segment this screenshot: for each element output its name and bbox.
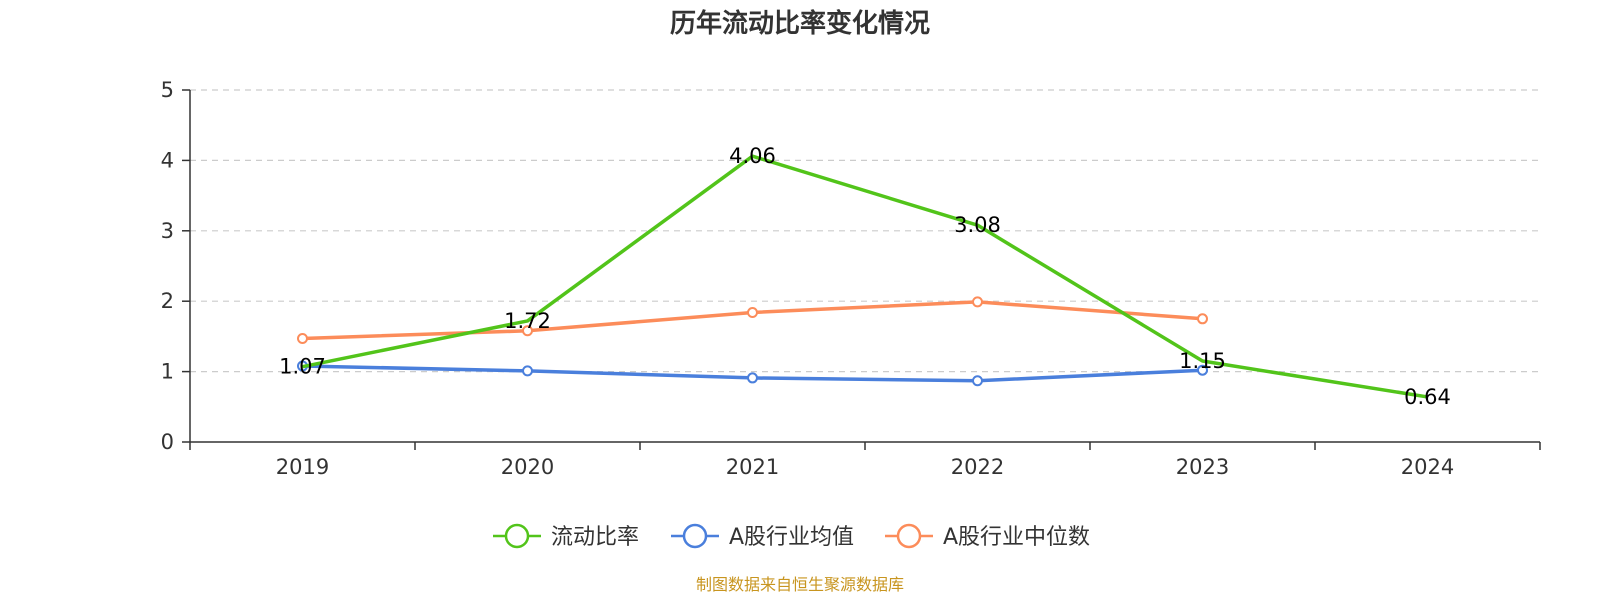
data-point — [972, 296, 983, 308]
x-tick-label: 2022 — [951, 455, 1004, 479]
data-labels: 1.07 1.72 4.06 3.08 1.15 0.64 — [279, 144, 1451, 409]
legend: 流动比率 A股行业均值 A股行业中位数 — [493, 523, 1090, 550]
data-label: 4.06 — [729, 144, 776, 168]
series-layer — [297, 154, 1428, 399]
legend-item-1: A股行业均值 — [671, 523, 854, 550]
series-2 — [297, 296, 1208, 345]
y-tick-label: 5 — [161, 78, 174, 102]
data-label: 1.15 — [1179, 349, 1226, 373]
legend-marker — [682, 523, 708, 549]
series-0 — [302, 154, 1428, 399]
y-tick-label: 3 — [161, 219, 174, 243]
data-point — [1197, 313, 1208, 325]
x-tick-label: 2024 — [1401, 455, 1454, 479]
x-tick-label: 2019 — [276, 455, 329, 479]
legend-item-2: A股行业中位数 — [885, 523, 1090, 550]
legend-marker — [504, 523, 530, 549]
x-tick-label: 2023 — [1176, 455, 1229, 479]
series-1 — [297, 360, 1208, 387]
data-label: 3.08 — [954, 213, 1001, 237]
legend-label: A股行业中位数 — [943, 525, 1090, 550]
data-point — [747, 306, 758, 318]
legend-item-0: 流动比率 — [493, 523, 639, 550]
x-tick-label: 2020 — [501, 455, 554, 479]
data-point — [522, 325, 533, 337]
chart-title: 历年流动比率变化情况 — [670, 8, 930, 39]
y-tick-label: 2 — [161, 289, 174, 313]
legend-label: A股行业均值 — [729, 525, 854, 550]
data-label: 1.72 — [504, 309, 551, 333]
series-line — [302, 154, 1428, 399]
data-label: 1.07 — [279, 355, 326, 379]
legend-marker — [896, 523, 922, 549]
y-tick-label: 4 — [161, 148, 174, 172]
grid-lines — [190, 89, 1540, 373]
data-point — [1197, 364, 1208, 376]
axes: 0 1 2 3 4 5 2019 2020 2021 2022 2023 2024 — [161, 78, 1541, 479]
y-tick-label: 1 — [161, 360, 174, 384]
x-tick-label: 2021 — [726, 455, 779, 479]
source-note: 制图数据来自恒生聚源数据库 — [696, 575, 904, 594]
data-label: 0.64 — [1404, 385, 1451, 409]
data-point — [972, 375, 983, 387]
data-point — [297, 333, 308, 345]
y-tick-label: 0 — [161, 430, 174, 454]
legend-label: 流动比率 — [551, 525, 639, 550]
data-point — [522, 365, 533, 377]
data-point — [747, 372, 758, 384]
